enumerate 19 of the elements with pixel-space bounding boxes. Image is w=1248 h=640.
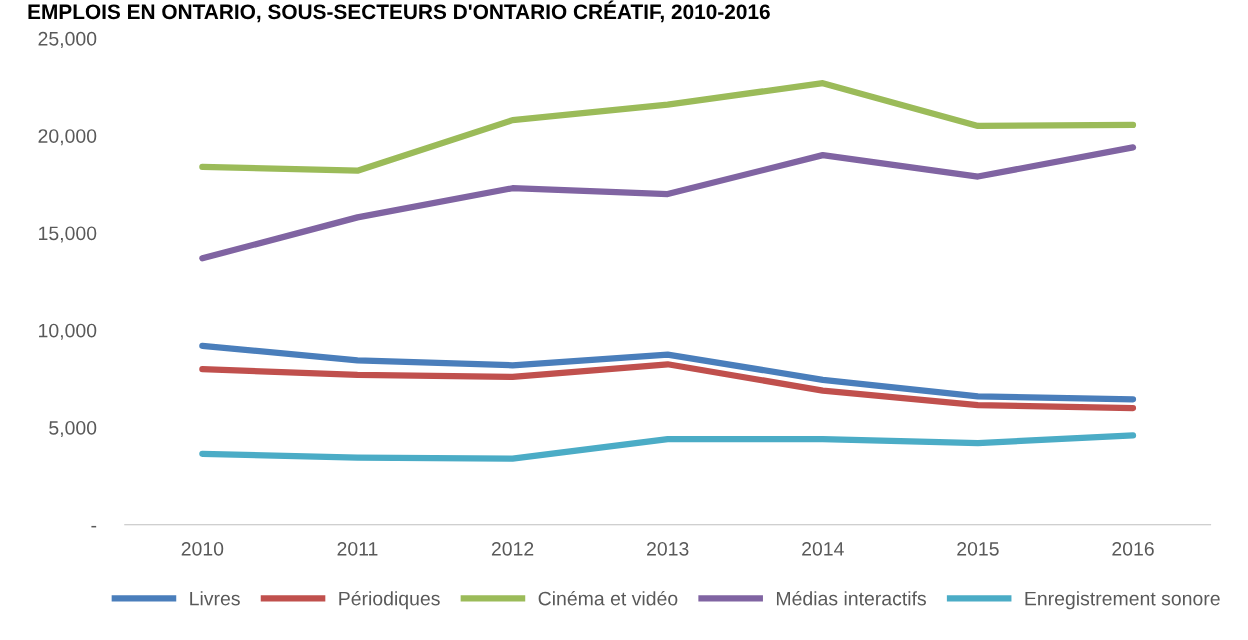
- y-tick-label: 15,000: [39, 226, 97, 243]
- x-tick-label: 2014: [802, 541, 844, 556]
- legend-label: Périodiques: [339, 590, 440, 610]
- legend-label: Livres: [190, 591, 240, 606]
- y-tick-label: 5,000: [49, 420, 97, 438]
- x-tick-label: 2013: [647, 541, 689, 556]
- x-tick-label: 2015: [957, 541, 999, 556]
- chart-title: EMPLOIS EN ONTARIO, SOUS-SECTEURS D'ONTARIO CRÉATIF, 2010-2016: [28, 0, 770, 23]
- x-tick-label: 2016: [1112, 541, 1154, 556]
- legend-label: Enregistrement sonore: [1025, 591, 1220, 610]
- y-tick-label: 10,000: [39, 323, 97, 340]
- y-tick-label: 25,000: [38, 31, 97, 48]
- legend-label: Cinéma et vidéo: [538, 590, 678, 606]
- y-tick-label: -: [91, 525, 97, 528]
- x-tick-label: 2010: [181, 541, 224, 556]
- legend-label: Médias interactifs: [776, 590, 926, 606]
- x-tick-label: 2011: [337, 541, 378, 556]
- y-tick-label: 20,000: [38, 129, 97, 146]
- x-tick-label: 2012: [491, 541, 534, 556]
